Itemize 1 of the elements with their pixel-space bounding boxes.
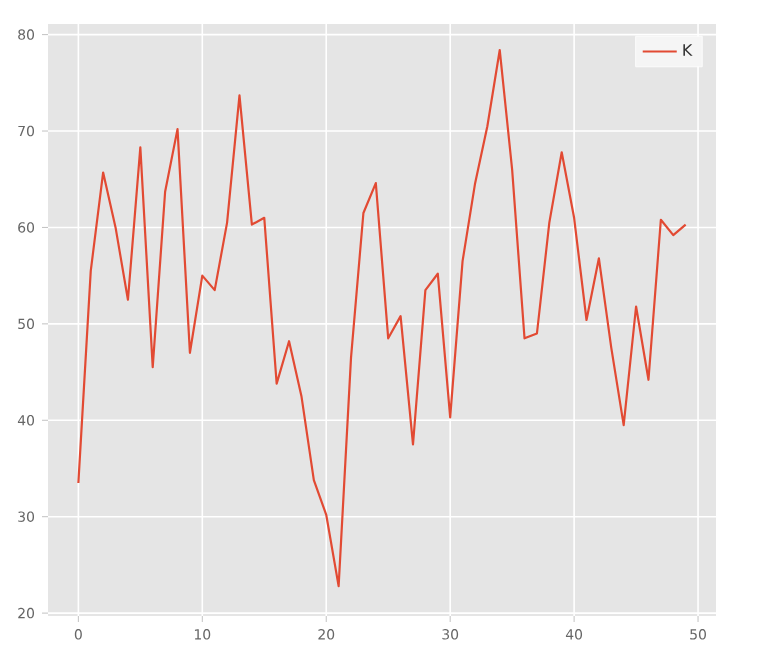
line-series <box>77 48 687 588</box>
